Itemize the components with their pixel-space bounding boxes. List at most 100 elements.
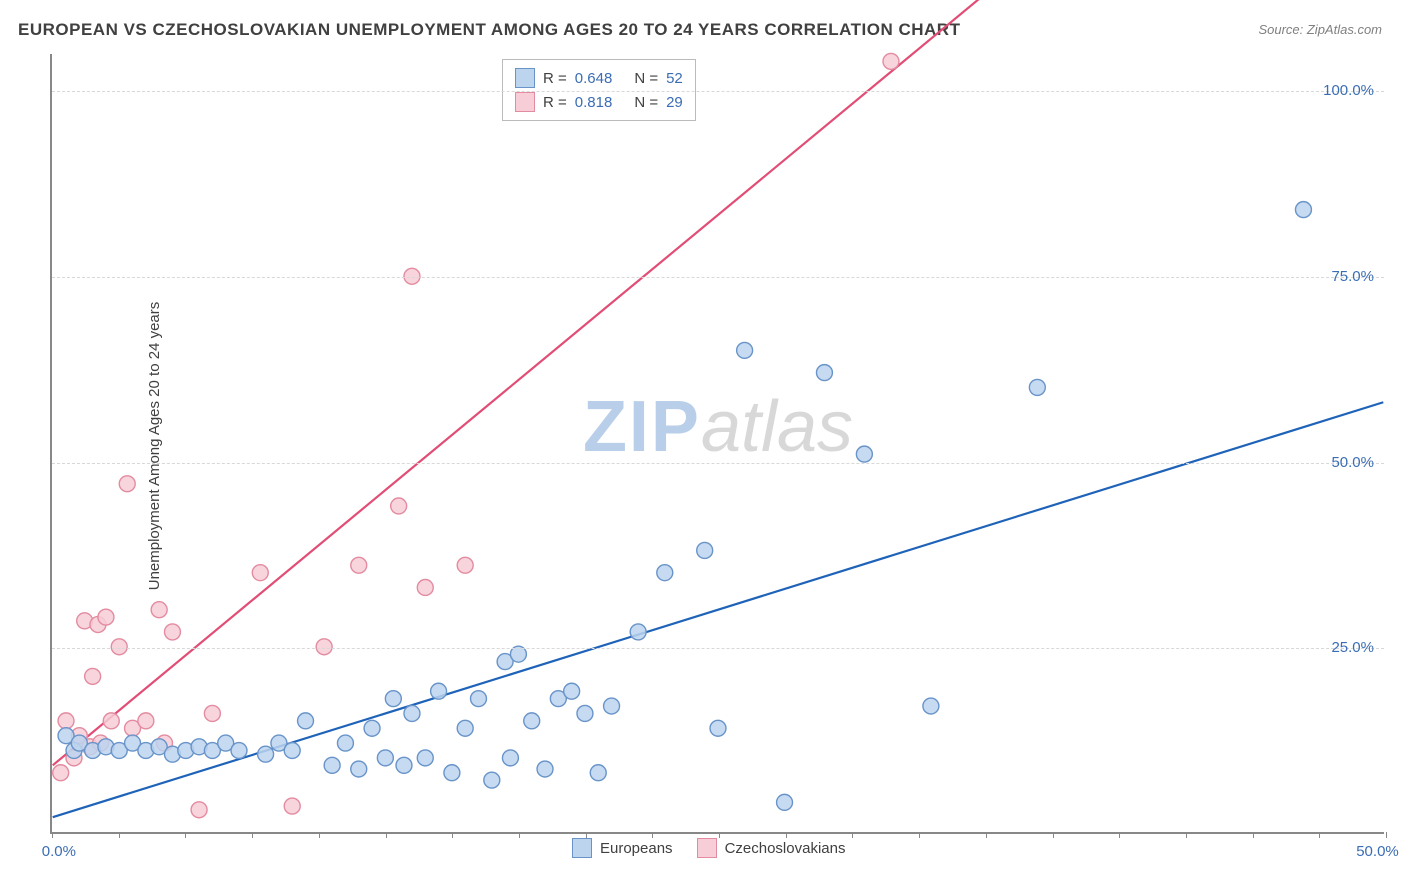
czechoslovakians-point: [103, 713, 119, 729]
swatch-icon: [572, 838, 592, 858]
series-label: Czechoslovakians: [725, 840, 846, 857]
x-tick-mark: [1319, 832, 1320, 838]
x-tick-mark: [1253, 832, 1254, 838]
europeans-point: [630, 624, 646, 640]
czechoslovakians-point: [119, 476, 135, 492]
czechoslovakians-point: [164, 624, 180, 640]
legend-row-czechoslovakians: R =0.818N =29: [515, 90, 683, 114]
x-tick-mark: [1386, 832, 1387, 838]
x-tick-label: 0.0%: [42, 843, 76, 860]
x-tick-mark: [1119, 832, 1120, 838]
europeans-point: [923, 698, 939, 714]
europeans-point: [590, 765, 606, 781]
czechoslovakians-point: [191, 802, 207, 818]
europeans-point: [231, 743, 247, 759]
y-tick-label: 100.0%: [1323, 82, 1374, 99]
r-value: 0.818: [575, 94, 613, 111]
europeans-point: [697, 542, 713, 558]
x-tick-mark: [252, 832, 253, 838]
x-tick-mark: [986, 832, 987, 838]
europeans-point: [298, 713, 314, 729]
europeans-point: [816, 365, 832, 381]
czechoslovakians-point: [53, 765, 69, 781]
czechoslovakians-point: [252, 565, 268, 581]
r-label: R =: [543, 70, 567, 87]
europeans-point: [417, 750, 433, 766]
europeans-point: [537, 761, 553, 777]
n-value: 29: [666, 94, 683, 111]
czechoslovakians-point: [316, 639, 332, 655]
europeans-point: [471, 691, 487, 707]
czechoslovakians-point: [351, 557, 367, 573]
europeans-point: [657, 565, 673, 581]
x-tick-mark: [1053, 832, 1054, 838]
y-tick-label: 75.0%: [1331, 268, 1374, 285]
source-attribution: Source: ZipAtlas.com: [1258, 22, 1382, 37]
n-label: N =: [634, 70, 658, 87]
europeans-point: [385, 691, 401, 707]
europeans-point: [284, 743, 300, 759]
czechoslovakians-point: [111, 639, 127, 655]
czechoslovakians-point: [391, 498, 407, 514]
x-tick-mark: [452, 832, 453, 838]
europeans-point: [1295, 202, 1311, 218]
plot-area: ZIPatlas R =0.648N =52R =0.818N =29 Euro…: [50, 54, 1384, 834]
czechoslovakians-point: [204, 705, 220, 721]
europeans-point: [577, 705, 593, 721]
correlation-legend: R =0.648N =52R =0.818N =29: [502, 59, 696, 121]
europeans-point: [502, 750, 518, 766]
gridline: [52, 648, 1384, 649]
n-value: 52: [666, 70, 683, 87]
europeans-point: [777, 794, 793, 810]
europeans-point: [1029, 379, 1045, 395]
europeans-point: [710, 720, 726, 736]
europeans-point: [484, 772, 500, 788]
swatch-icon: [515, 68, 535, 88]
series-legend-europeans: Europeans: [572, 838, 673, 858]
x-tick-mark: [519, 832, 520, 838]
gridline: [52, 277, 1384, 278]
europeans-point: [431, 683, 447, 699]
x-tick-label: 50.0%: [1356, 843, 1399, 860]
y-tick-label: 25.0%: [1331, 639, 1374, 656]
legend-row-europeans: R = 0.648 N = 52: [515, 66, 683, 90]
r-label: R =: [543, 94, 567, 111]
europeans-point: [457, 720, 473, 736]
europeans-point: [564, 683, 580, 699]
europeans-point: [258, 746, 274, 762]
europeans-point: [524, 713, 540, 729]
scatter-plot-svg: [52, 54, 1384, 832]
czechoslovakians-point: [98, 609, 114, 625]
x-tick-mark: [185, 832, 186, 838]
series-label: Europeans: [600, 840, 673, 857]
swatch-icon: [515, 92, 535, 112]
czechoslovakians-point: [417, 580, 433, 596]
x-tick-mark: [386, 832, 387, 838]
chart-container: EUROPEAN VS CZECHOSLOVAKIAN UNEMPLOYMENT…: [0, 0, 1406, 892]
x-tick-mark: [119, 832, 120, 838]
x-tick-mark: [786, 832, 787, 838]
europeans-point: [604, 698, 620, 714]
europeans-point: [856, 446, 872, 462]
x-tick-mark: [919, 832, 920, 838]
chart-title: EUROPEAN VS CZECHOSLOVAKIAN UNEMPLOYMENT…: [18, 20, 960, 40]
series-legend-czechoslovakians: Czechoslovakians: [697, 838, 846, 858]
x-tick-mark: [586, 832, 587, 838]
czechoslovakians-point: [58, 713, 74, 729]
x-tick-mark: [319, 832, 320, 838]
y-tick-label: 50.0%: [1331, 454, 1374, 471]
europeans-point: [364, 720, 380, 736]
x-tick-mark: [719, 832, 720, 838]
r-value: 0.648: [575, 70, 613, 87]
europeans-point: [337, 735, 353, 751]
europeans-point: [444, 765, 460, 781]
czechoslovakians-point: [284, 798, 300, 814]
gridline: [52, 463, 1384, 464]
czechoslovakians-point: [457, 557, 473, 573]
czechoslovakians-point: [151, 602, 167, 618]
czechoslovakians-point: [85, 668, 101, 684]
swatch-icon: [697, 838, 717, 858]
x-tick-mark: [52, 832, 53, 838]
europeans-point: [737, 342, 753, 358]
x-tick-mark: [852, 832, 853, 838]
